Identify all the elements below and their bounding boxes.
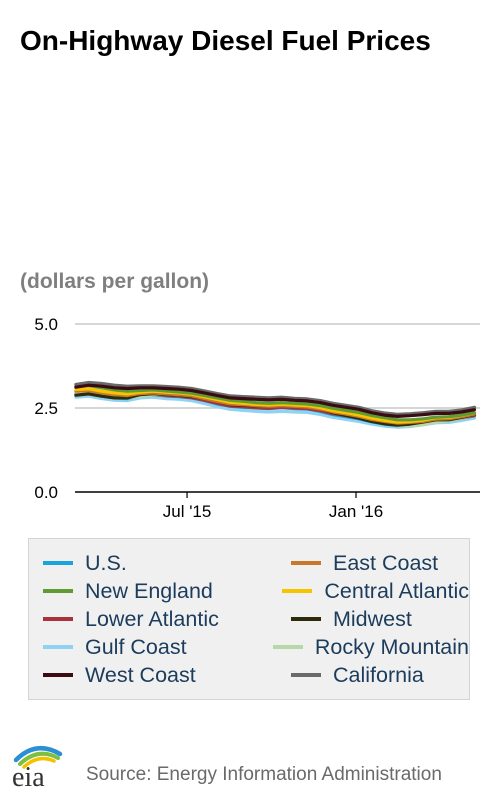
legend-item-rocky-mountain: Rocky Mountain [272,634,469,660]
footer: eia Source: Energy Information Administr… [0,742,500,800]
legend-swatch [272,645,303,649]
legend-label: Lower Atlantic [85,606,219,631]
legend-label: Rocky Mountain [314,634,469,659]
legend-item-lower-atlantic: Lower Atlantic [43,607,291,632]
legend-swatch [43,561,73,565]
legend-label: California [333,662,424,687]
legend-item-us: U.S. [43,551,291,576]
eia-logo: eia [12,746,63,792]
legend-item-central-atlantic: Central Atlantic [282,579,469,604]
legend-swatch [291,561,321,565]
legend-label: Midwest [333,606,412,631]
line-chart: 0.0 2.5 5.0 Jul '15 Jan '16 [34,315,480,521]
chart-title: On-Highway Diesel Fuel Prices [20,25,431,56]
legend-item-new-england: New England [43,579,282,604]
legend-label: Gulf Coast [85,634,187,659]
series-line-california [74,380,477,417]
legend-item-gulf-coast: Gulf Coast [43,635,273,660]
legend-swatch [291,673,321,677]
legend-label: U.S. [85,550,127,575]
legend-swatch [43,617,73,621]
x-tick-label: Jan '16 [329,502,383,521]
x-tick-label: Jul '15 [163,502,212,521]
series-line-central-atlantic [74,387,477,424]
y-tick-label: 5.0 [34,315,58,334]
legend-label: East Coast [333,550,439,575]
legend-item-east-coast: East Coast [291,551,438,576]
y-tick-label: 2.5 [34,399,58,418]
legend-label: West Coast [85,662,196,687]
legend-swatch [282,589,313,593]
legend-label: New England [85,578,213,603]
legend-label: Central Atlantic [324,578,469,603]
source-text: Source: Energy Information Administratio… [86,764,442,785]
legend-item-california: California [291,663,424,688]
chart-legend: U.S. East Coast New England Central Atla… [28,538,470,700]
legend-swatch [43,673,73,677]
legend-item-west-coast: West Coast [43,663,291,688]
legend-swatch [43,589,73,593]
legend-row: U.S. East Coast [43,549,469,577]
series-line-new-england [74,383,477,422]
legend-item-midwest: Midwest [291,607,412,632]
legend-row: West Coast California [43,661,469,689]
legend-row: Lower Atlantic Midwest [43,605,469,633]
legend-swatch [43,645,73,649]
y-tick-label: 0.0 [34,483,58,502]
units-label: (dollars per gallon) [20,270,210,293]
series-line-west-coast [74,383,477,419]
legend-swatch [291,617,321,621]
legend-row: Gulf Coast Rocky Mountain [43,633,469,661]
legend-row: New England Central Atlantic [43,577,469,605]
eia-logo-text: eia [12,762,45,792]
